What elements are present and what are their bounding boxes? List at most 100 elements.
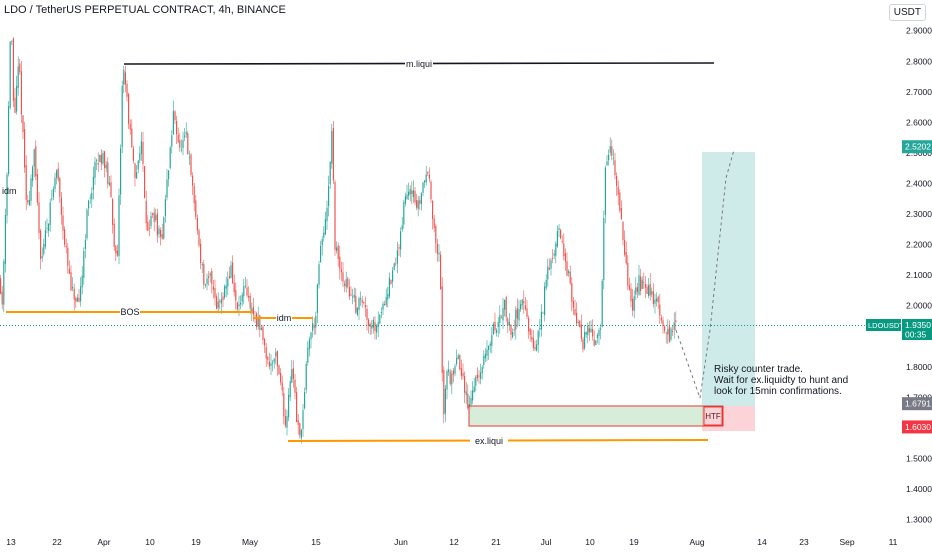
candle bbox=[160, 227, 162, 246]
candle bbox=[670, 326, 672, 342]
candle bbox=[264, 337, 266, 353]
candle bbox=[584, 325, 586, 351]
candle bbox=[518, 300, 520, 326]
candle bbox=[292, 360, 294, 388]
svg-text:2.5202: 2.5202 bbox=[905, 142, 931, 152]
time-tick-label: Jul bbox=[541, 537, 552, 547]
candle bbox=[46, 218, 48, 234]
candle bbox=[73, 283, 75, 311]
note-line-1: Risky counter trade. bbox=[714, 364, 803, 375]
candle bbox=[100, 149, 102, 170]
candle bbox=[97, 152, 99, 173]
candle bbox=[123, 65, 125, 94]
candle bbox=[592, 319, 594, 341]
candle bbox=[352, 288, 354, 305]
note-line-3: look for 15min confirmations. bbox=[714, 386, 842, 397]
candle bbox=[52, 186, 54, 200]
candle bbox=[3, 259, 5, 313]
candle bbox=[625, 241, 627, 265]
candle bbox=[289, 376, 291, 401]
candle bbox=[291, 359, 293, 384]
candle bbox=[659, 293, 661, 325]
candle bbox=[340, 261, 342, 281]
candle bbox=[382, 301, 384, 316]
candle bbox=[582, 337, 584, 353]
candle bbox=[630, 283, 632, 308]
candle bbox=[172, 100, 174, 135]
candle bbox=[336, 241, 338, 254]
candle bbox=[246, 279, 248, 298]
candle bbox=[558, 224, 560, 238]
candle bbox=[377, 311, 379, 338]
position-target-zone[interactable] bbox=[702, 152, 755, 406]
candle bbox=[38, 192, 40, 240]
candle bbox=[65, 238, 67, 254]
price-tick-label: 2.6000 bbox=[906, 117, 932, 127]
candle bbox=[368, 318, 370, 334]
candle bbox=[484, 348, 486, 363]
candle bbox=[652, 283, 654, 308]
candle bbox=[80, 277, 82, 307]
candle bbox=[560, 228, 562, 240]
candle bbox=[475, 375, 477, 392]
candle bbox=[224, 284, 226, 300]
candle bbox=[369, 322, 371, 335]
candle bbox=[337, 242, 339, 267]
candle bbox=[433, 215, 435, 233]
candle bbox=[451, 370, 453, 395]
candle bbox=[57, 162, 59, 182]
candle bbox=[339, 245, 341, 280]
candle bbox=[396, 241, 398, 274]
candle bbox=[96, 158, 98, 171]
candle bbox=[633, 290, 635, 319]
projected-path bbox=[675, 149, 735, 399]
candle bbox=[171, 130, 173, 154]
candle bbox=[179, 132, 181, 152]
candle bbox=[376, 323, 378, 340]
htf-zone[interactable] bbox=[468, 405, 724, 427]
candle bbox=[390, 279, 392, 285]
candle bbox=[608, 149, 610, 166]
candle bbox=[307, 341, 309, 366]
candle bbox=[347, 276, 349, 289]
candle bbox=[436, 238, 438, 262]
time-tick-label: 13 bbox=[6, 537, 16, 547]
candle bbox=[134, 162, 136, 187]
candle bbox=[440, 251, 442, 291]
candle bbox=[238, 295, 240, 317]
candle bbox=[137, 159, 139, 174]
candle bbox=[361, 295, 363, 308]
currency-button[interactable]: USDT bbox=[888, 4, 926, 21]
candle bbox=[444, 384, 446, 422]
candle bbox=[206, 273, 208, 291]
position-stop-zone[interactable] bbox=[702, 406, 755, 431]
ex-liqui-label: ex.liqui bbox=[475, 436, 503, 446]
candle bbox=[508, 313, 510, 331]
symbol-title[interactable]: LDO / TetherUS PERPETUAL CONTRACT, 4h, B… bbox=[4, 4, 286, 16]
time-tick-label: 21 bbox=[491, 537, 501, 547]
candle bbox=[88, 199, 90, 217]
candle bbox=[86, 208, 88, 241]
candle bbox=[403, 200, 405, 229]
price-tick-label: 2.0000 bbox=[906, 301, 932, 311]
candle bbox=[348, 279, 350, 301]
candle bbox=[243, 278, 245, 305]
candle bbox=[310, 332, 312, 349]
candle bbox=[424, 179, 426, 189]
candle bbox=[233, 274, 235, 297]
candle bbox=[510, 324, 512, 341]
candle bbox=[667, 319, 669, 345]
time-tick-label: 10 bbox=[585, 537, 595, 547]
candle bbox=[416, 193, 418, 211]
candle bbox=[446, 369, 448, 400]
candle bbox=[249, 292, 251, 315]
candle bbox=[321, 236, 323, 256]
candle bbox=[632, 289, 634, 317]
candle bbox=[270, 354, 272, 376]
candle bbox=[320, 240, 322, 263]
candle bbox=[254, 310, 256, 323]
time-axis: 13 22 Apr 10 19 May 15 Jun 12 21 Jul 10 19 Aug 14 23 Sep… bbox=[6, 537, 897, 547]
candle bbox=[174, 109, 176, 125]
